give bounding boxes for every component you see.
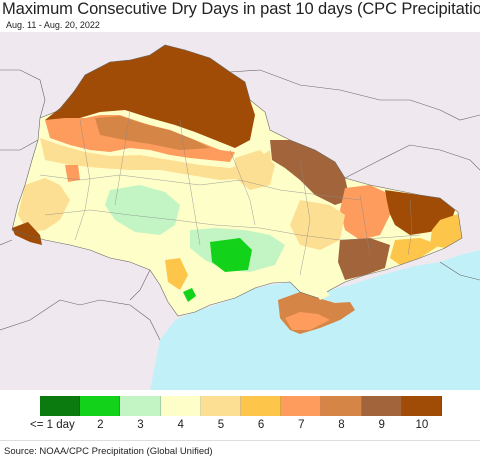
west-orange (18, 178, 70, 232)
legend-label: 10 (415, 419, 429, 431)
west-dark (12, 222, 42, 245)
north-east-pale (235, 150, 275, 190)
map-area (0, 32, 480, 390)
legend-label: 8 (338, 419, 345, 431)
odesa-yellow (165, 258, 188, 290)
east-brown (270, 140, 350, 205)
central-lightgreen (105, 185, 180, 235)
legend-label: 7 (298, 419, 305, 431)
east-yellow (390, 238, 440, 265)
color-legend (40, 396, 442, 416)
divider (0, 440, 480, 441)
azov-coast (315, 290, 330, 300)
legend-label: 9 (378, 419, 385, 431)
legend-swatch (281, 396, 322, 416)
east-pale (430, 214, 462, 248)
crimea-south (285, 312, 330, 330)
legend-label: 5 (217, 419, 225, 431)
legend-label: 2 (97, 419, 104, 431)
west-spot (65, 165, 80, 182)
legend-swatch (361, 396, 402, 416)
country-borders (0, 44, 480, 341)
legend-label: <= 1 day (30, 419, 75, 431)
legend-label: 3 (137, 419, 144, 431)
east-light (290, 200, 345, 250)
legend-swatch (40, 396, 81, 416)
source-note: Source: NOAA/CPC Precipitation (Global U… (4, 446, 213, 457)
legend-swatch (120, 396, 161, 416)
legend-swatch (401, 396, 442, 416)
legend-label: 4 (177, 419, 184, 431)
north-dark (45, 45, 255, 148)
odesa-green (183, 288, 196, 302)
oblast-borders (39, 109, 421, 276)
east-orange (340, 185, 390, 240)
legend-swatch (80, 396, 121, 416)
choropleth-map (0, 32, 480, 390)
north-light (40, 138, 272, 180)
legend-swatch (241, 396, 282, 416)
north-brown-patch (95, 116, 210, 150)
legend-swatch (160, 396, 201, 416)
legend-swatch (200, 396, 241, 416)
east-brown2 (338, 238, 390, 280)
south-green (210, 238, 252, 272)
date-range: Aug. 11 - Aug. 20, 2022 (6, 20, 100, 30)
map-title: Maximum Consecutive Dry Days in past 10 … (2, 0, 480, 18)
legend-swatch (321, 396, 362, 416)
legend-label: 6 (257, 419, 265, 431)
